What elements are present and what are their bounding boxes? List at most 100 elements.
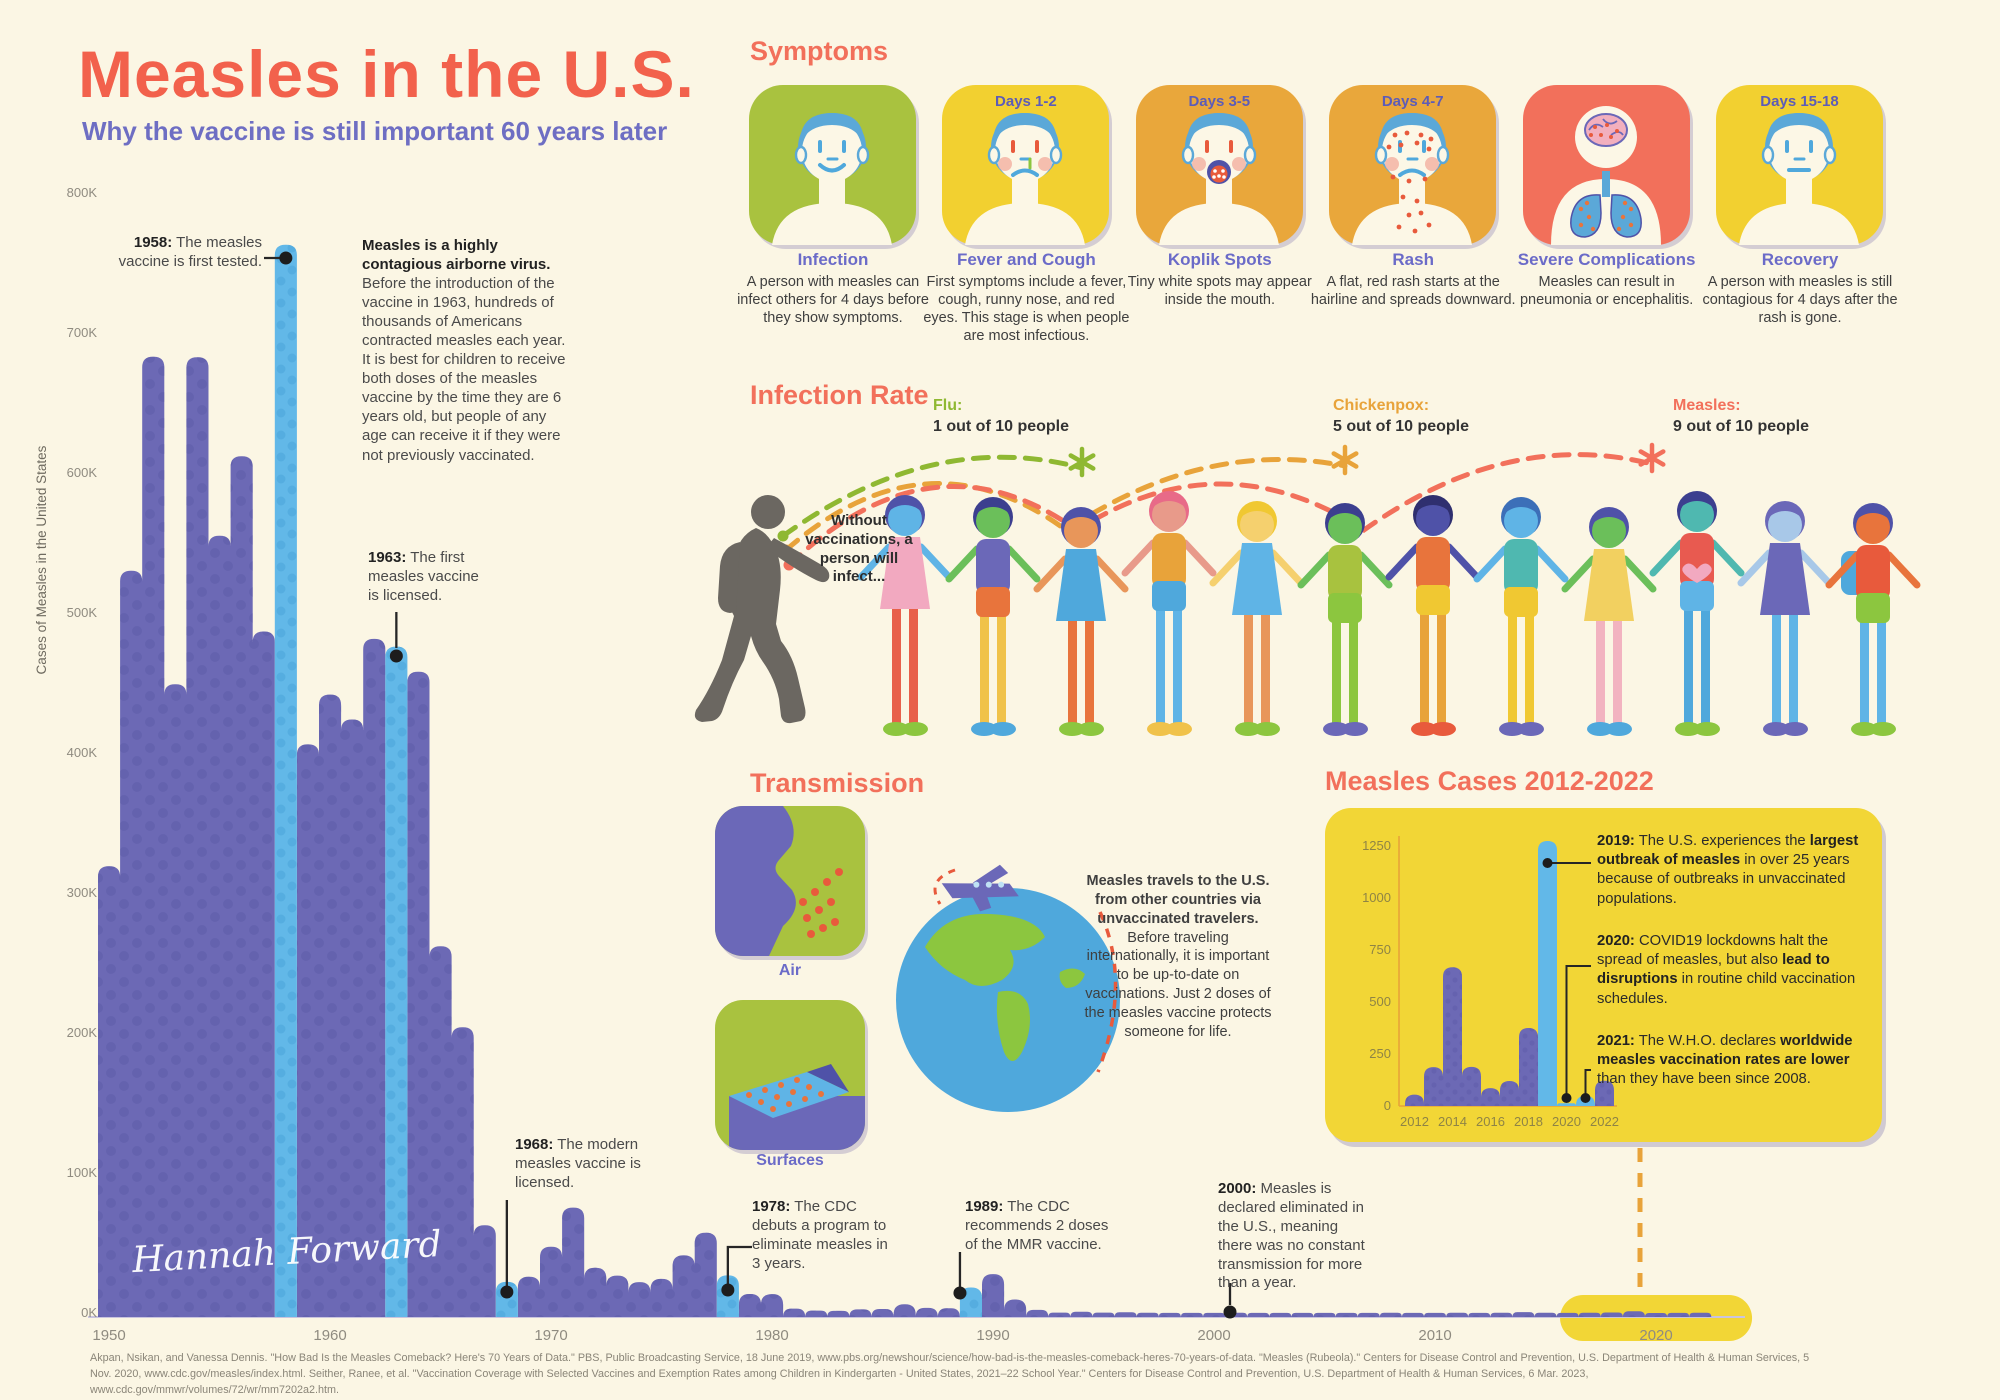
symptom-card-rash: Days 4-7 <box>1329 85 1497 245</box>
x-tick-label: 2020 <box>1639 1327 1672 1344</box>
symptoms-heading: Symptoms <box>750 36 889 66</box>
asterisk-icon <box>1068 446 1096 478</box>
symptom-card-severe-complications <box>1522 85 1690 245</box>
days-label: Days 3-5 <box>1188 93 1251 110</box>
mini-x-tick: 2018 <box>1514 1114 1543 1129</box>
days-label: Days 15-18 <box>1760 93 1839 110</box>
mini-area-chart: 1250 1000 750 500 250 0 2012 2014 2016 2018 2020 20… <box>1362 836 1619 1129</box>
y-tick-label: 300K <box>67 885 98 900</box>
chickenpox-rate: 5 out of 10 people <box>1333 417 1470 435</box>
x-tick-label: 1990 <box>976 1327 1009 1344</box>
annotation-dot <box>279 251 293 265</box>
mini-y-tick: 250 <box>1369 1046 1391 1061</box>
flu-label: Flu: 1 out of 10 people <box>933 396 1069 438</box>
y-tick-label: 100K <box>67 1165 98 1180</box>
coughing-face-icon <box>715 806 843 956</box>
card-title: Recovery <box>1761 250 1839 269</box>
flu-name: Flu: <box>933 397 963 414</box>
contaminated-surface-icon <box>729 1064 865 1150</box>
y-tick-label: 700K <box>67 325 98 340</box>
mini-x-tick: 2012 <box>1400 1114 1429 1129</box>
kid-figure <box>1121 491 1217 736</box>
mini-highlight-bars <box>1538 841 1595 1106</box>
kid-figure <box>1033 507 1129 736</box>
surfaces-label: Surfaces <box>756 1152 824 1169</box>
kid-figure <box>1561 507 1657 736</box>
kid-figure <box>857 495 953 736</box>
y-tick-label: 200K <box>67 1025 98 1040</box>
symptom-card-koplik-spots: Days 3-5 <box>1135 85 1303 245</box>
kid-figure <box>1297 503 1393 736</box>
card-title: Fever and Cough <box>956 250 1096 269</box>
air-label: Air <box>778 962 802 979</box>
asterisk-icon <box>1331 444 1359 476</box>
card-title: Severe Complications <box>1517 250 1696 269</box>
infection-rate-heading: Infection Rate <box>750 380 929 410</box>
body-complications-icon <box>1550 106 1661 245</box>
annotation-dot <box>953 1286 967 1300</box>
footer-citation-line2: Nov. 2020, www.cdc.gov/measles/index.htm… <box>90 1368 1589 1380</box>
annotation-dot <box>389 649 403 663</box>
measles-rate: 9 out of 10 people <box>1673 417 1810 435</box>
note-2020: 2020: COVID19 lockdowns halt the spread … <box>1597 932 1856 1007</box>
travel-paragraph: Measles travels to the U.S. from other c… <box>1084 873 1272 1040</box>
mini-y-tick: 1250 <box>1362 838 1391 853</box>
infection-arc <box>780 454 1085 539</box>
infection-arc <box>783 456 1348 553</box>
mini-x-tick: 2016 <box>1476 1114 1505 1129</box>
unvaccinated-person-silhouette <box>694 495 830 724</box>
face-recovery-icon <box>1739 113 1859 245</box>
surfaces-transmission-icon <box>715 1000 865 1150</box>
annotation-2000: 2000: Measles is declared eliminated in … <box>1218 1180 1365 1292</box>
annotation-1978: 1978: The CDC debuts a program to elimin… <box>752 1198 888 1272</box>
footer-citation-line1: Akpan, Nsikan, and Vanessa Dennis. "How … <box>90 1352 1810 1364</box>
card-desc: Tiny white spots may appear inside the m… <box>1127 274 1312 308</box>
card-desc: A person with measles is still contagiou… <box>1702 274 1898 326</box>
annotation-dot <box>1223 1305 1237 1319</box>
footer-citation-line3: www.cdc.gov/mmwr/volumes/72/wr/mm7202a2.… <box>90 1384 340 1396</box>
annotation-dot <box>500 1285 514 1299</box>
face-koplik-icon <box>1158 113 1279 245</box>
x-tick-label: 2000 <box>1197 1327 1230 1344</box>
annotation-dot <box>721 1283 735 1297</box>
mini-x-tick: 2022 <box>1590 1114 1619 1129</box>
note-2019: 2019: The U.S. experiences the largest o… <box>1597 833 1859 907</box>
globe-airplane-icon <box>896 864 1120 1112</box>
face-rash-icon <box>1352 113 1473 245</box>
intro-paragraph: Measles is a highly contagious airborne … <box>362 237 566 464</box>
cases-2012-2022-box: 1250 1000 750 500 250 0 2012 2014 2016 2018 2020 20… <box>1325 808 1882 1142</box>
transmission-heading: Transmission <box>750 768 925 798</box>
x-tick-label: 2010 <box>1418 1327 1451 1344</box>
kid-figure <box>1737 501 1833 736</box>
y-tick-label: 600K <box>67 465 98 480</box>
cases-notes: 2019: The U.S. experiences the largest o… <box>1597 832 1869 1113</box>
x-tick-label: 1980 <box>755 1327 788 1344</box>
face-healthy-icon <box>772 113 892 245</box>
asterisk-icon <box>1638 442 1666 474</box>
kid-figure <box>1473 497 1569 736</box>
air-transmission-icon <box>715 806 865 956</box>
symptom-card-recovery: Days 15-18 <box>1716 85 1883 245</box>
infection-arc <box>786 452 1655 568</box>
symptom-card-fever-and-cough: Days 1-2 <box>942 85 1110 245</box>
x-tick-label: 1970 <box>534 1327 567 1344</box>
y-tick-label: 500K <box>67 605 98 620</box>
card-title: Rash <box>1392 250 1434 269</box>
page-subtitle: Why the vaccine is still important 60 ye… <box>82 116 668 146</box>
x-tick-label: 1950 <box>92 1327 125 1344</box>
chickenpox-name: Chickenpox: <box>1333 397 1430 414</box>
cases-box-heading: Measles Cases 2012-2022 <box>1325 766 1654 796</box>
kid-figure <box>1649 491 1745 736</box>
airplane-icon <box>941 864 1019 912</box>
card-title: Infection <box>797 250 869 269</box>
without-vaccinations-text: Without vaccinations, a person will infe… <box>805 512 913 586</box>
symptom-card-infection <box>749 85 916 245</box>
mini-y-tick: 750 <box>1369 942 1391 957</box>
card-title: Koplik Spots <box>1167 250 1272 269</box>
flu-rate: 1 out of 10 people <box>933 417 1070 435</box>
annotation-1989: 1989: The CDC recommends 2 doses of the … <box>965 1198 1109 1253</box>
mini-y-tick: 1000 <box>1362 890 1391 905</box>
annotation-1963: 1963: The first measles vaccine is licen… <box>368 549 479 604</box>
